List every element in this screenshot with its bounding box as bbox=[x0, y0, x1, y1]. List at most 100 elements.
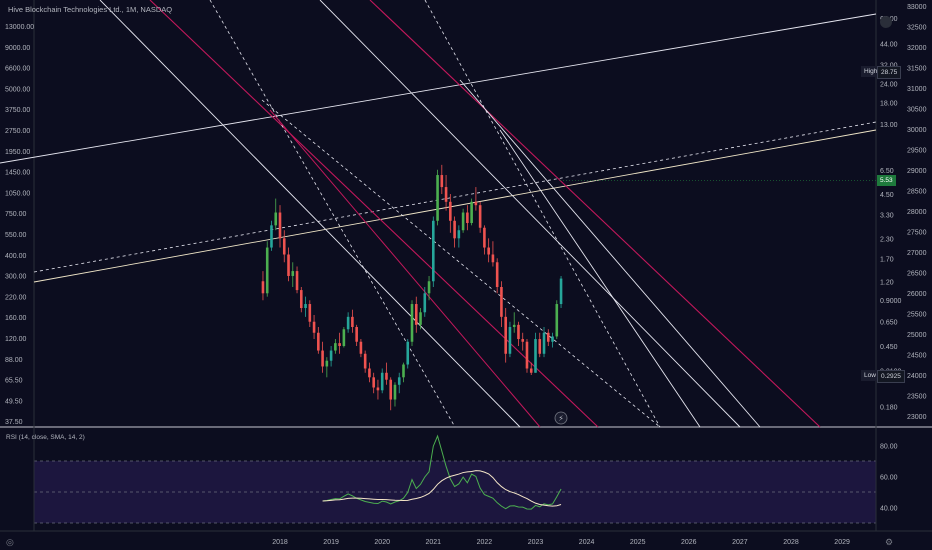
trendline-drawings[interactable] bbox=[0, 0, 877, 428]
candle-body bbox=[334, 343, 337, 351]
right-axis-tick-label: 2.30 bbox=[880, 236, 894, 243]
candle-body bbox=[291, 271, 295, 276]
left-price-axis[interactable]: 13000.00 9000.00 6600.00 5000.00 3750.00 2750… bbox=[5, 24, 34, 426]
candle-body bbox=[508, 327, 512, 354]
candle-body bbox=[270, 225, 273, 248]
left-axis-tick-label: 37.50 bbox=[5, 419, 23, 426]
right-axis-tick-label: 0.650 bbox=[880, 320, 898, 327]
candle-body bbox=[470, 201, 473, 224]
rsi-line bbox=[322, 434, 562, 510]
secondary-axis-tick-label: 24500 bbox=[907, 353, 927, 360]
candle-body bbox=[338, 343, 341, 346]
time-axis-tick-label: 2024 bbox=[579, 539, 595, 546]
time-axis[interactable]: 2018 2019 2020 2021 2022 2023 2024 2025 2026 2027… bbox=[272, 539, 850, 546]
time-axis-tick-label: 2023 bbox=[528, 539, 544, 546]
right-secondary-axis[interactable]: 33000 32500 32000 31500 31000 30500 30000 29500… bbox=[907, 4, 927, 421]
candle-body bbox=[359, 341, 363, 354]
scale-settings-icon[interactable]: ⚙ bbox=[885, 537, 894, 547]
rsi-sma-line bbox=[322, 470, 562, 507]
trendline-2 bbox=[33, 121, 877, 273]
left-axis-tick-label: 5000.00 bbox=[5, 86, 30, 93]
candle-body bbox=[261, 281, 265, 294]
left-axis-tick-label: 9000.00 bbox=[5, 45, 30, 52]
rsi-title: RSI (14, close, SMA, 14, 2) bbox=[6, 434, 85, 441]
right-axis-tick-label: 0.9000 bbox=[880, 298, 902, 305]
trendline-5 bbox=[209, 0, 456, 428]
candle-body bbox=[478, 205, 482, 228]
high-marker-label: High bbox=[861, 66, 881, 77]
candle-body bbox=[419, 312, 422, 325]
secondary-axis-tick-label: 25500 bbox=[907, 312, 927, 319]
secondary-axis-tick-label: 23500 bbox=[907, 394, 927, 401]
lightning-icon: ⚡ bbox=[558, 414, 564, 423]
secondary-axis-tick-label: 32000 bbox=[907, 45, 927, 52]
time-axis-tick-label: 2019 bbox=[323, 539, 339, 546]
candle-body bbox=[325, 360, 329, 367]
earnings-marker-icon[interactable] bbox=[554, 411, 568, 425]
secondary-axis-tick-label: 27000 bbox=[907, 250, 927, 257]
secondary-axis-tick-label: 30500 bbox=[907, 107, 927, 114]
candle-body bbox=[355, 327, 358, 342]
time-axis-tick-label: 2025 bbox=[630, 539, 646, 546]
candle-body bbox=[529, 368, 533, 373]
right-axis-tick-label: 0.180 bbox=[880, 404, 898, 411]
rsi-lines bbox=[322, 434, 562, 510]
right-axis-tick-label: 3.30 bbox=[880, 212, 894, 219]
right-axis-tick-label: 44.00 bbox=[880, 42, 898, 49]
left-axis-tick-label: 400.00 bbox=[5, 253, 27, 260]
left-axis-tick-label: 750.00 bbox=[5, 211, 27, 218]
candle-body bbox=[351, 316, 354, 328]
trendline-8 bbox=[369, 0, 821, 428]
secondary-axis-tick-label: 26500 bbox=[907, 271, 927, 278]
left-axis-tick-label: 300.00 bbox=[5, 274, 27, 281]
candle-body bbox=[389, 379, 393, 400]
rsi-axis-tick-label: 40.00 bbox=[880, 506, 898, 513]
candle-body bbox=[274, 212, 278, 226]
candle-body bbox=[546, 332, 550, 342]
right-axis-tick-label: 13.00 bbox=[880, 122, 898, 129]
candle-body bbox=[410, 304, 414, 342]
trendline-7 bbox=[319, 0, 741, 428]
right-axis-tick-label: 4.50 bbox=[880, 192, 894, 199]
low-marker-value: 0.2925 bbox=[877, 370, 905, 383]
settings-gear-icon[interactable] bbox=[880, 16, 892, 28]
chart-title: Hive Blockchain Technologies Ltd., 1M, N… bbox=[8, 5, 173, 14]
left-axis-tick-label: 49.50 bbox=[5, 398, 23, 405]
candle-body bbox=[436, 175, 439, 221]
candle-body bbox=[406, 341, 410, 365]
candle-body bbox=[461, 212, 465, 231]
secondary-axis-tick-label: 30000 bbox=[907, 127, 927, 134]
candle-body bbox=[512, 324, 516, 328]
candle-body bbox=[321, 350, 324, 367]
candle-body bbox=[414, 304, 418, 325]
candle-body bbox=[265, 247, 269, 294]
candle-body bbox=[457, 230, 461, 239]
price-axis-top-icon: ⌂ bbox=[907, 1, 913, 11]
rsi-axis[interactable]: 80.00 60.00 40.00 bbox=[880, 444, 898, 513]
candle-body bbox=[308, 304, 312, 322]
candle-body bbox=[555, 304, 559, 337]
time-axis-tick-label: 2018 bbox=[272, 539, 288, 546]
secondary-axis-tick-label: 31000 bbox=[907, 86, 927, 93]
trendline-10 bbox=[459, 79, 761, 428]
left-axis-tick-label: 120.00 bbox=[5, 336, 27, 343]
left-axis-tick-label: 1450.00 bbox=[5, 170, 30, 177]
candle-body bbox=[346, 316, 350, 330]
candle-body bbox=[491, 254, 495, 263]
candle-body bbox=[559, 278, 563, 305]
right-axis-tick-label: 6.50 bbox=[880, 168, 894, 175]
candle-body bbox=[453, 220, 456, 239]
candle-body bbox=[368, 368, 371, 378]
candle-body bbox=[304, 304, 307, 309]
candle-body bbox=[295, 271, 299, 291]
tradingview-logo-icon[interactable]: ◎ bbox=[6, 537, 14, 547]
time-axis-tick-label: 2029 bbox=[834, 539, 850, 546]
secondary-axis-tick-label: 25000 bbox=[907, 332, 927, 339]
time-axis-tick-label: 2027 bbox=[732, 539, 748, 546]
candle-body bbox=[363, 353, 367, 369]
time-axis-tick-label: 2020 bbox=[374, 539, 390, 546]
candle-body bbox=[534, 339, 537, 373]
left-axis-tick-label: 1950.00 bbox=[5, 149, 30, 156]
candle-body bbox=[397, 377, 401, 385]
